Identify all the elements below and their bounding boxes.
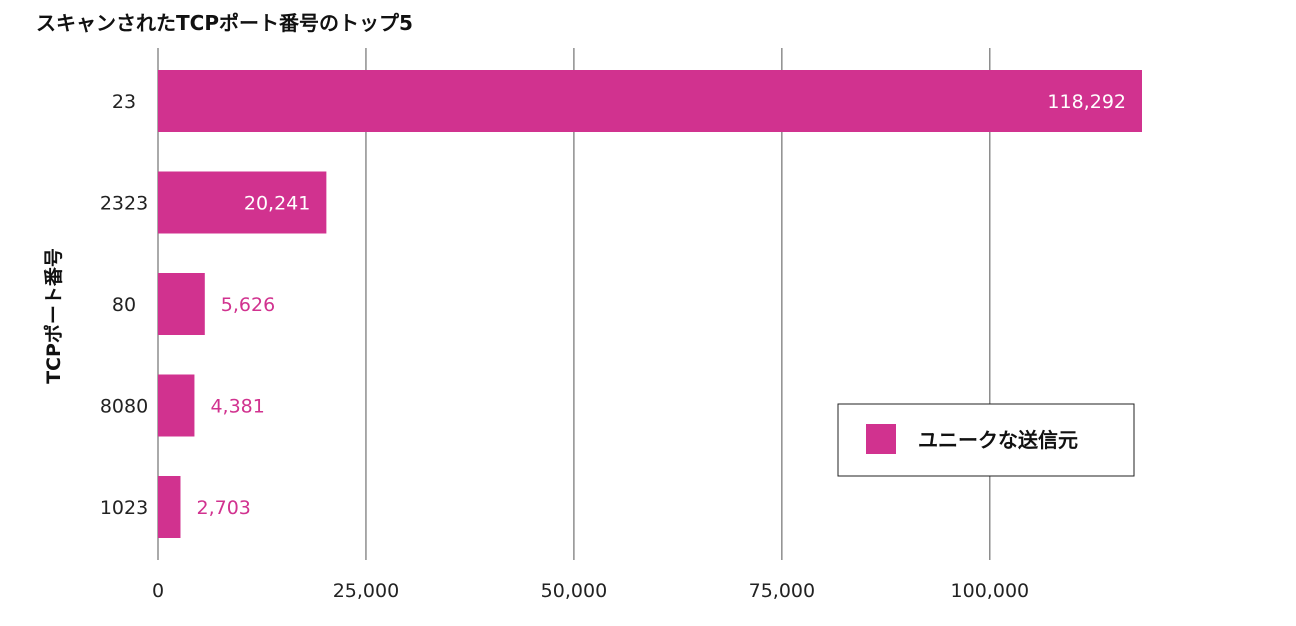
legend: ユニークな送信元 <box>837 403 1135 477</box>
y-tick-label: 1023 <box>100 497 148 519</box>
bar-80 <box>158 273 205 335</box>
y-axis-title: TCPポート番号 <box>42 248 65 384</box>
legend-label: ユニークな送信元 <box>918 428 1078 452</box>
grid-lines <box>157 48 991 560</box>
y-tick-label: 2323 <box>100 193 148 215</box>
x-tick-label: 75,000 <box>749 580 815 602</box>
data-label: 118,292 <box>1047 91 1126 113</box>
bar-1023 <box>158 476 181 538</box>
y-tick-label: 80 <box>112 294 136 316</box>
data-label: 4,381 <box>210 396 264 418</box>
x-tick-labels: 0 25,000 50,000 75,000 100,000 <box>152 580 1029 602</box>
y-tick-label: 8080 <box>100 396 148 418</box>
data-label: 20,241 <box>244 193 310 215</box>
y-tick-label: 23 <box>112 91 136 113</box>
data-label: 5,626 <box>221 294 275 316</box>
chart-title: スキャンされたTCPポート番号のトップ5 <box>36 11 413 35</box>
bar-2323 <box>158 171 327 234</box>
data-labels: 118,292 20,241 5,626 4,381 2,703 <box>196 91 1126 519</box>
x-tick-label: 25,000 <box>333 580 399 602</box>
x-tick-label: 0 <box>152 580 164 602</box>
data-label: 2,703 <box>196 497 250 519</box>
bar-8080 <box>158 374 195 437</box>
legend-swatch <box>866 424 896 454</box>
bars <box>158 70 1142 538</box>
bar-23 <box>158 70 1142 132</box>
x-tick-label: 50,000 <box>541 580 607 602</box>
x-tick-label: 100,000 <box>951 580 1030 602</box>
